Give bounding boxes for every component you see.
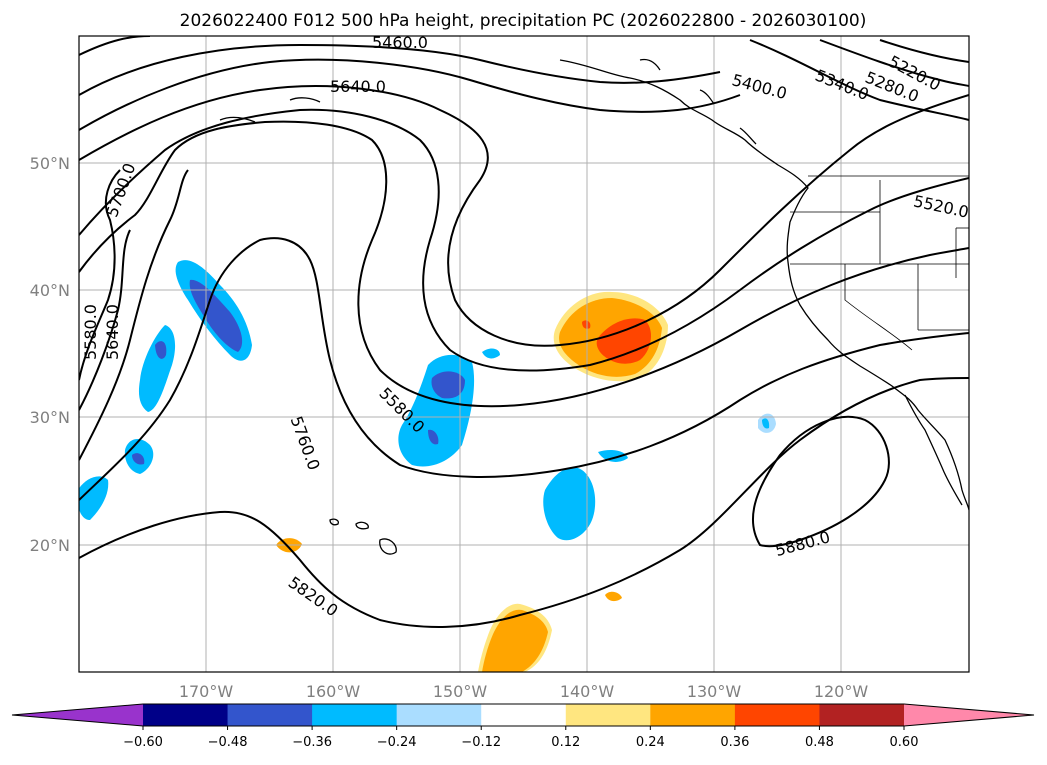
colorbar-tick-label: 0.48: [805, 735, 834, 750]
precip-shading: [79, 260, 776, 672]
colorbar-segment: [650, 704, 736, 726]
colorbar-tick-label: −0.36: [292, 735, 332, 750]
contour-label-5460: 5460.0: [372, 33, 428, 52]
contour-label-5580-west: 5580.0: [81, 304, 100, 360]
colorbar-segment: [734, 704, 820, 726]
lon-tick-150W: 150°W: [433, 682, 488, 701]
colorbar-tick-label: −0.60: [123, 735, 163, 750]
figure-title: 2026022400 F012 500 hPa height, precipit…: [180, 11, 867, 31]
colorbar-tick-label: −0.24: [377, 735, 417, 750]
contour-label-5640-west: 5640.0: [103, 304, 122, 360]
colorbar-segment: [396, 704, 482, 726]
colorbar-tick-label: −0.12: [461, 735, 501, 750]
lon-tick-170W: 170°W: [179, 682, 234, 701]
colorbar-extend-high: [904, 704, 1034, 726]
colorbar-segment: [143, 704, 229, 726]
colorbar-tick-label: −0.48: [208, 735, 248, 750]
lon-tick-labels: 170°W 160°W 150°W 140°W 130°W 120°W: [179, 682, 869, 701]
colorbar-segment: [819, 704, 905, 726]
contour-label-5640-north: 5640.0: [330, 77, 386, 96]
lat-tick-50N: 50°N: [30, 154, 70, 173]
lon-tick-140W: 140°W: [560, 682, 615, 701]
lon-tick-120W: 120°W: [814, 682, 869, 701]
colorbar-tick-label: 0.24: [636, 735, 665, 750]
lat-tick-30N: 30°N: [30, 408, 70, 427]
colorbar-segment: [312, 704, 398, 726]
map-area: [79, 36, 969, 672]
colorbar-tick-label: 0.12: [551, 735, 580, 750]
colorbar-segment: [481, 704, 567, 726]
lon-tick-130W: 130°W: [687, 682, 742, 701]
lat-tick-40N: 40°N: [30, 281, 70, 300]
colorbar-tick-label: 0.36: [720, 735, 749, 750]
map-frame: [78, 35, 970, 673]
lat-tick-20N: 20°N: [30, 536, 70, 555]
colorbar-segment: [227, 704, 313, 726]
colorbar-extend-low: [12, 704, 143, 726]
height-contours: [79, 36, 969, 628]
lon-tick-160W: 160°W: [306, 682, 361, 701]
lat-tick-labels: 50°N 40°N 30°N 20°N: [30, 154, 70, 555]
colorbar-segment: [565, 704, 651, 726]
colorbar: −0.60 −0.48 −0.36 −0.24 −0.12 0.12 0.24 0.36 0.4…: [11, 703, 1035, 750]
coastlines: [219, 58, 969, 555]
colorbar-tick-label: 0.60: [890, 735, 919, 750]
state-borders: [790, 175, 969, 351]
gridlines: [79, 36, 969, 672]
